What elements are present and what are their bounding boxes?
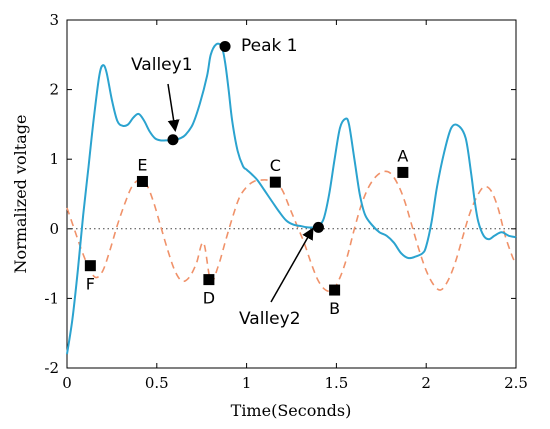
x-axis: 0 0.5 1 1.5 2 2.5 <box>62 20 528 392</box>
x-tick-label: 0.5 <box>145 374 169 392</box>
square-marker-label-E: E <box>137 155 147 174</box>
peak-1-label: Peak 1 <box>241 36 298 56</box>
square-marker-label-B: B <box>329 299 340 318</box>
square-marker-label-D: D <box>203 289 215 308</box>
square-marker-D <box>203 274 215 286</box>
y-axis: -2 -1 0 1 2 3 <box>44 11 516 377</box>
y-tick-label: -2 <box>44 359 59 377</box>
square-marker-label-C: C <box>270 156 281 175</box>
valley-2-label: Valley2 <box>239 309 301 329</box>
square-markers: F E D C B A <box>84 146 409 318</box>
square-marker-E <box>136 175 148 187</box>
circle-markers <box>167 40 324 233</box>
square-marker-C <box>269 176 281 188</box>
x-tick-label: 2.5 <box>504 374 528 392</box>
y-tick-label: 1 <box>49 150 59 168</box>
solid-series-line <box>66 42 517 355</box>
x-axis-label: Time(Seconds) <box>231 401 352 420</box>
circle-marker-0 <box>167 134 179 146</box>
y-tick-label: -1 <box>44 289 59 307</box>
square-marker-A <box>397 166 409 178</box>
y-tick-label: 2 <box>49 81 59 99</box>
x-tick-label: 1.5 <box>324 374 348 392</box>
square-marker-label-F: F <box>86 275 95 294</box>
valley-2-arrow <box>270 227 314 303</box>
y-tick-label: 0 <box>49 220 59 238</box>
x-tick-label: 0 <box>62 374 72 392</box>
y-axis-label: Normalized voltage <box>11 115 30 274</box>
circle-marker-2 <box>312 221 324 233</box>
callouts: Peak 1 Valley1 Valley2 <box>131 36 314 329</box>
x-tick-label: 2 <box>421 374 431 392</box>
y-tick-label: 3 <box>49 11 59 29</box>
x-tick-label: 1 <box>242 374 252 392</box>
dashed-series-line <box>66 170 517 293</box>
square-marker-B <box>329 284 341 296</box>
plot-area <box>66 19 517 369</box>
valley-1-arrow <box>167 83 180 132</box>
circle-marker-1 <box>219 40 231 52</box>
square-marker-F <box>84 260 96 272</box>
square-marker-label-A: A <box>397 146 408 165</box>
valley-1-label: Valley1 <box>131 55 193 75</box>
